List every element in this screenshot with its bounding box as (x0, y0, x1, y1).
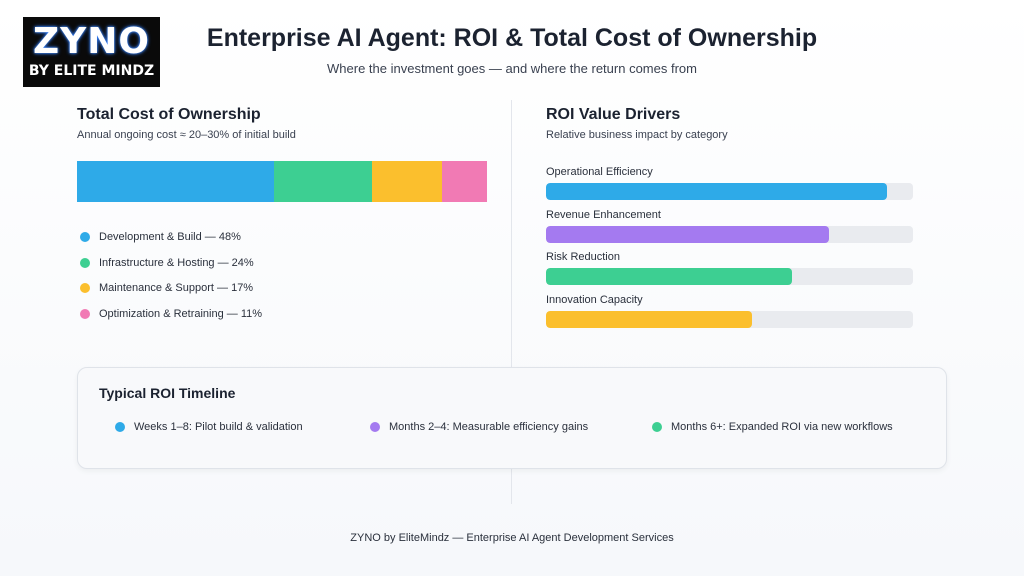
roi-driver-label: Revenue Enhancement (546, 209, 661, 221)
timeline-label: Weeks 1–8: Pilot build & validation (134, 421, 303, 433)
timeline-item: Months 6+: Expanded ROI via new workflow… (652, 421, 893, 433)
tco-segment (77, 161, 274, 202)
tco-stacked-bar (77, 161, 487, 202)
timeline-title: Typical ROI Timeline (99, 385, 236, 401)
timeline-item: Months 2–4: Measurable efficiency gains (370, 421, 588, 433)
legend-dot-icon (80, 308, 90, 319)
legend-dot-icon (80, 231, 90, 242)
roi-driver-label: Innovation Capacity (546, 294, 643, 306)
panel-divider (511, 100, 512, 504)
roi-driver-bar (546, 183, 888, 200)
roi-driver-bar (546, 268, 792, 285)
tco-legend: Development & Build — 48% Infrastructure … (80, 224, 262, 327)
tco-title: Total Cost of Ownership (77, 106, 261, 123)
brand-logo: ZYNO BY ELITE MINDZ (23, 17, 160, 87)
legend-label: Optimization & Retraining — 11% (99, 307, 263, 320)
roi-driver-bar (546, 226, 829, 243)
roi-driver-row: Risk Reduction (546, 250, 913, 285)
roi-driver-track (546, 311, 913, 328)
roi-driver-row: Innovation Capacity (546, 293, 913, 328)
logo-wordmark: ZYNO (33, 21, 150, 62)
timeline-label: Months 2–4: Measurable efficiency gains (389, 421, 589, 433)
tco-segment (441, 161, 487, 202)
roi-subtitle: Relative business impact by category (546, 129, 728, 141)
logo-tagline: BY ELITE MINDZ (28, 63, 155, 79)
page-subtitle: Where the investment goes — and where th… (327, 61, 697, 76)
roi-driver-track (546, 226, 913, 243)
legend-item: Maintenance & Support — 17% (80, 275, 262, 301)
tco-segment (372, 161, 442, 202)
roi-timeline-card: Typical ROI Timeline Weeks 1–8: Pilot bu… (77, 367, 947, 469)
tco-subtitle: Annual ongoing cost ≈ 20–30% of initial … (77, 129, 296, 141)
timeline-dot-icon (370, 422, 380, 432)
timeline-item: Weeks 1–8: Pilot build & validation (115, 421, 303, 433)
legend-item: Infrastructure & Hosting — 24% (80, 250, 262, 276)
footer-text: ZYNO by EliteMindz — Enterprise AI Agent… (350, 532, 674, 544)
legend-dot-icon (80, 283, 90, 294)
legend-label: Infrastructure & Hosting — 24% (99, 256, 254, 269)
roi-driver-label: Operational Efficiency (546, 166, 653, 178)
roi-driver-label: Risk Reduction (546, 251, 620, 263)
timeline-dot-icon (115, 422, 125, 432)
legend-label: Maintenance & Support — 17% (99, 282, 254, 295)
roi-driver-bar (546, 311, 752, 328)
roi-driver-track (546, 268, 913, 285)
legend-item: Optimization & Retraining — 11% (80, 301, 262, 327)
page-title: Enterprise AI Agent: ROI & Total Cost of… (206, 24, 818, 52)
timeline-dot-icon (652, 422, 662, 432)
roi-driver-row: Operational Efficiency (546, 165, 913, 200)
legend-dot-icon (80, 257, 90, 268)
legend-item: Development & Build — 48% (80, 224, 262, 250)
legend-label: Development & Build — 48% (99, 230, 241, 243)
tco-segment (273, 161, 373, 202)
roi-title: ROI Value Drivers (546, 106, 681, 123)
roi-driver-row: Revenue Enhancement (546, 208, 913, 243)
timeline-label: Months 6+: Expanded ROI via new workflow… (671, 421, 893, 433)
roi-driver-track (546, 183, 913, 200)
